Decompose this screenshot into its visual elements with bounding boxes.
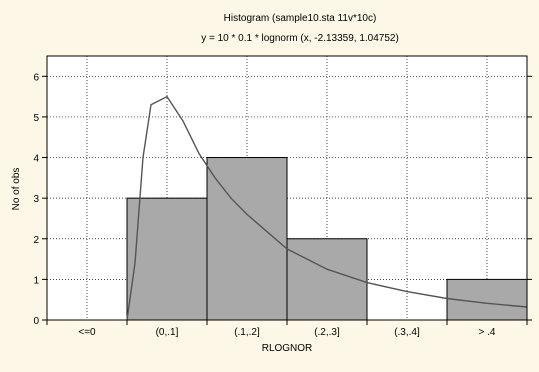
- fitted-curve-line: [126, 95, 528, 321]
- x-tick-label: (.2,.3]: [314, 327, 340, 338]
- plot-area: 0 1 2 3 4 5 6 <=0 (0,.1] (.1,.2] (.2,.3] (.3,.4] > .…: [33, 55, 532, 338]
- x-tick-label: > .4: [479, 327, 496, 338]
- x-tick-label: (.1,.2]: [234, 327, 260, 338]
- histogram-bar: [286, 238, 368, 321]
- y-axis-label: No of obs: [11, 168, 22, 211]
- y-tick-label: 3: [33, 194, 39, 205]
- chart-title: Histogram (sample10.sta 11v*10c): [224, 13, 377, 24]
- y-tick-label: 2: [33, 235, 39, 246]
- y-tick-label: 6: [33, 72, 39, 83]
- x-tick-label: <=0: [78, 327, 96, 338]
- y-tick-label: 0: [33, 316, 39, 327]
- chart-subtitle: y = 10 * 0.1 * lognorm (x, -2.13359, 1.0…: [201, 33, 399, 44]
- y-tick-label: 5: [33, 113, 39, 124]
- x-tick-label: (.3,.4]: [394, 327, 420, 338]
- x-axis-label: RLOGNOR: [262, 343, 313, 354]
- y-tick-label: 4: [33, 154, 39, 165]
- y-tick-label: 1: [33, 275, 39, 286]
- histogram-bar: [126, 197, 208, 321]
- x-tick-label: (0,.1]: [156, 327, 179, 338]
